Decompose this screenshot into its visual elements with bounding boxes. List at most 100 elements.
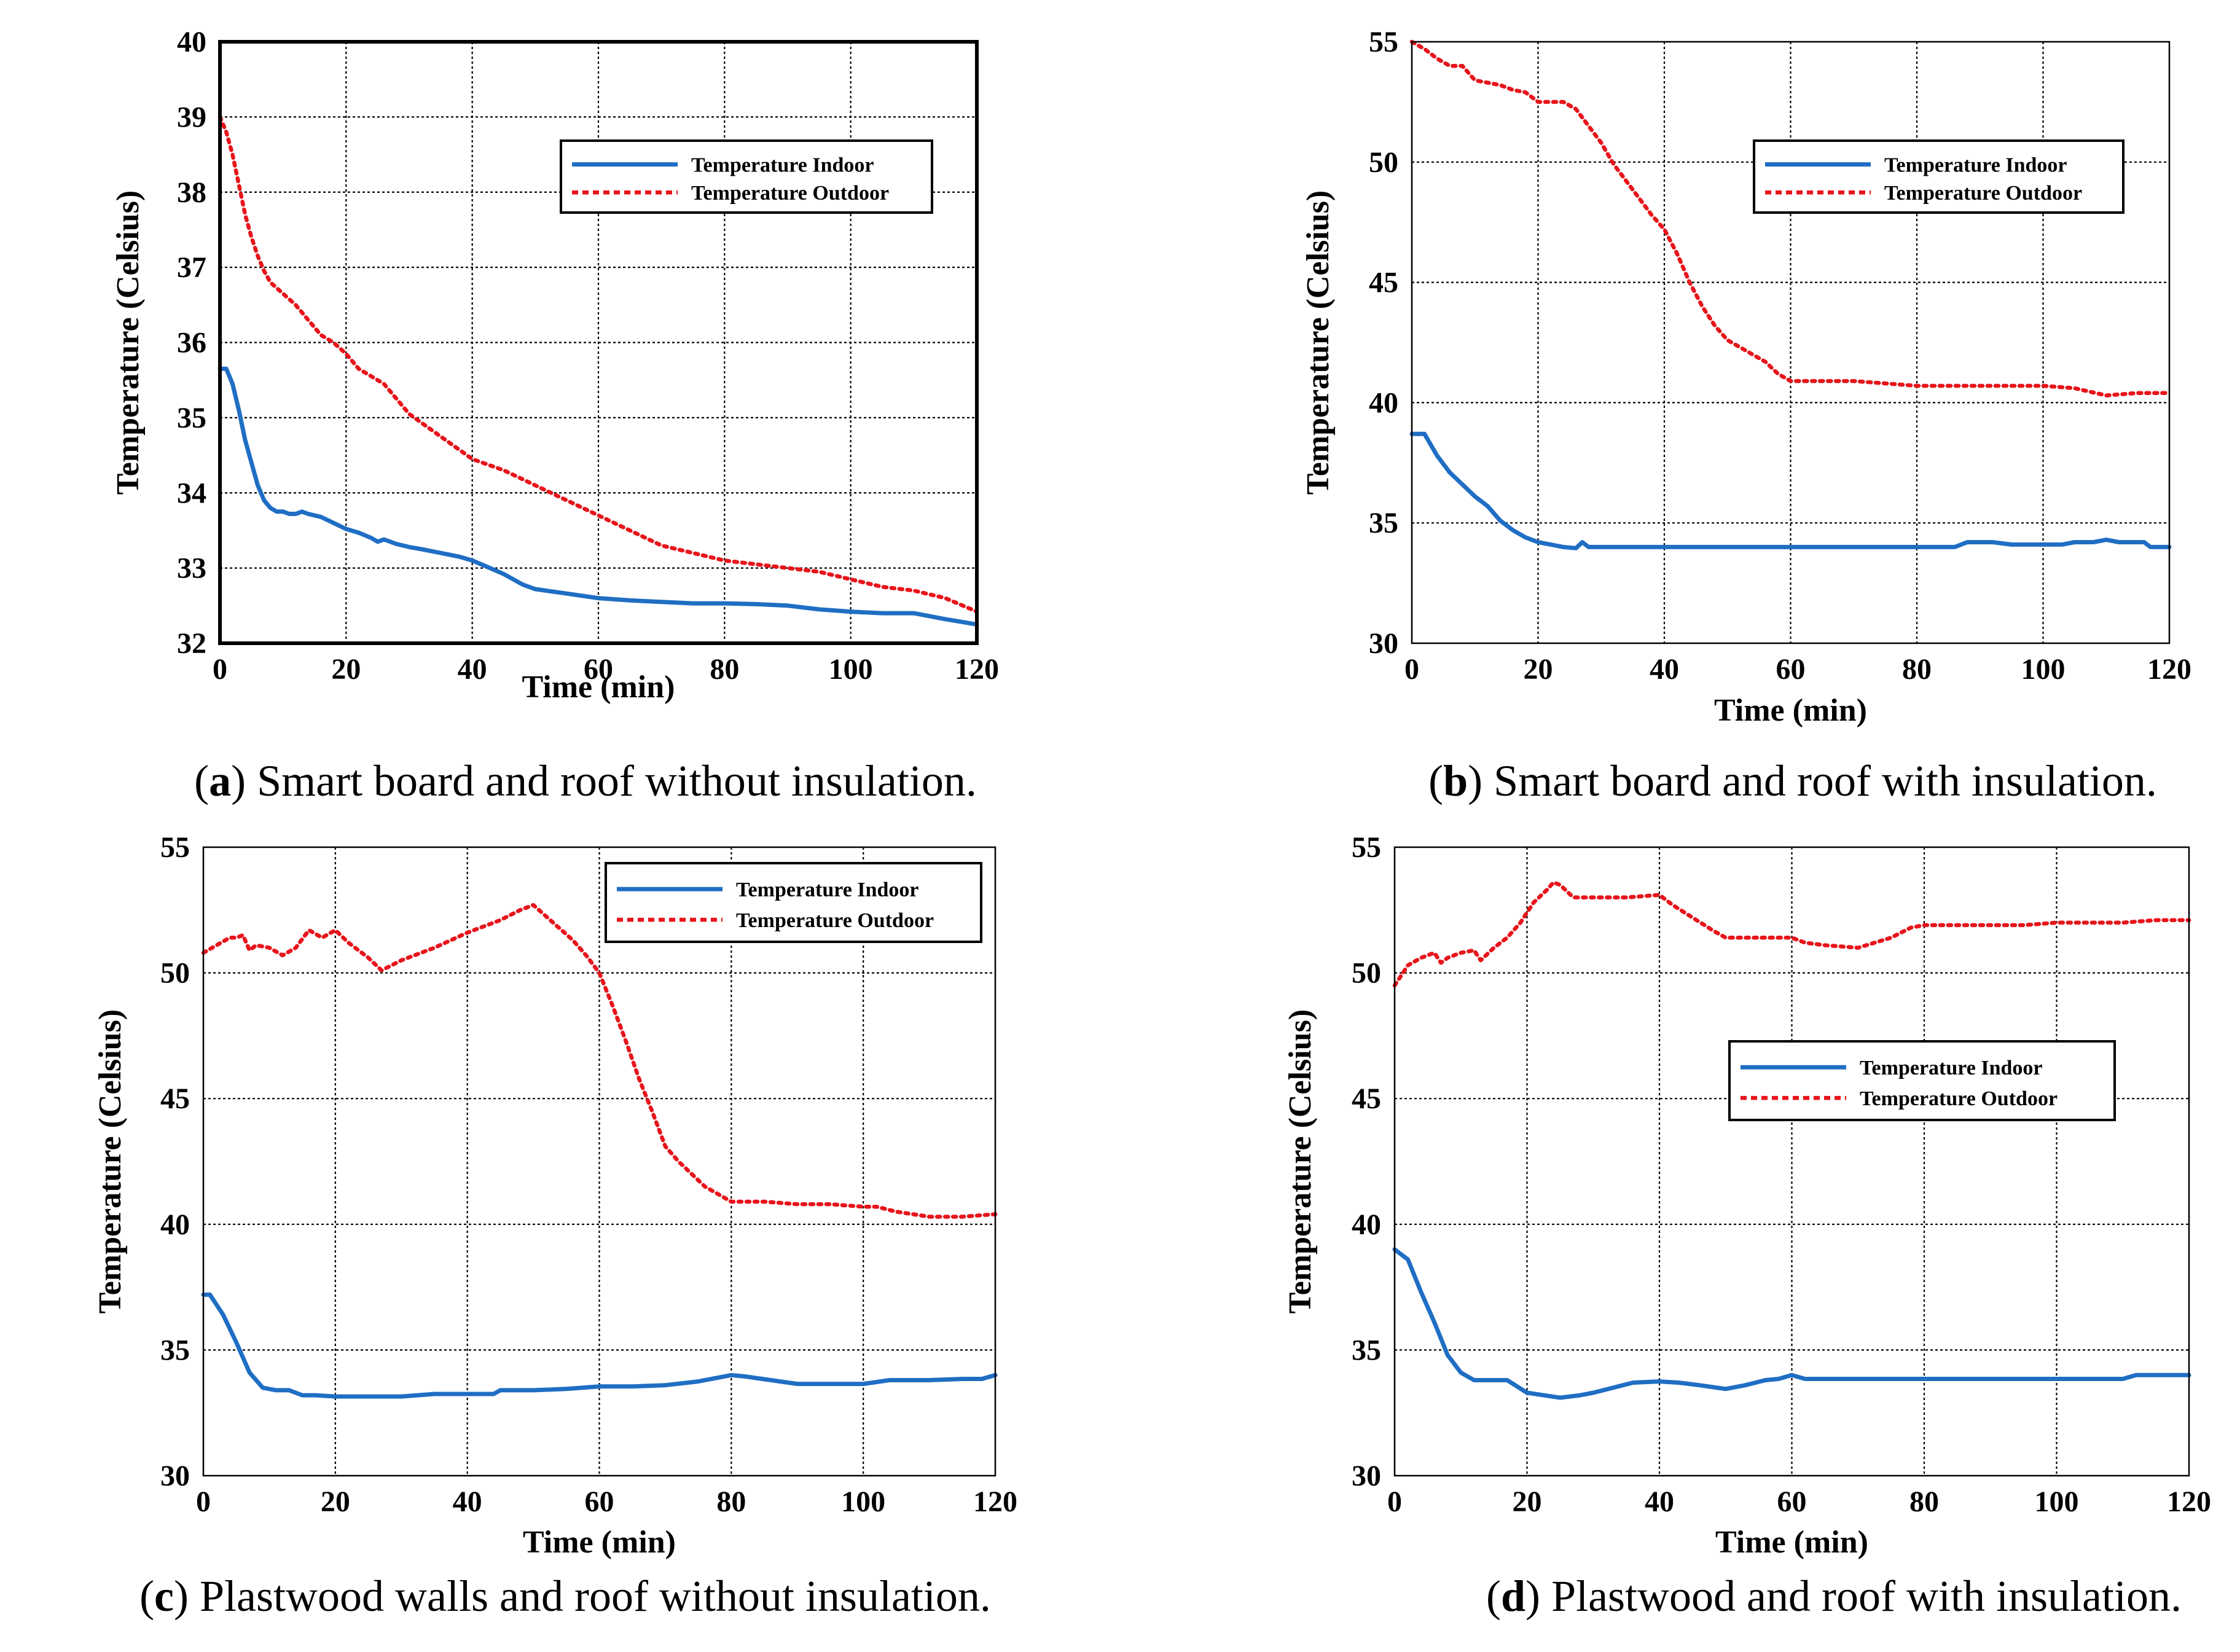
panel-c: 0 20 40 60 80 100 120 30 35 40 45 50 55 Time (min) T… bbox=[93, 831, 1017, 1621]
panel-b-series-outdoor bbox=[1409, 39, 2172, 397]
panel-d-plot-frame bbox=[1393, 846, 2190, 1477]
panel-d-series-indoor bbox=[1392, 1247, 2191, 1400]
panel-c-caption: (c) Plastwood walls and roof without ins… bbox=[139, 1572, 991, 1621]
panel-d-caption: (d) Plastwood and roof with insulation. bbox=[1486, 1572, 2182, 1621]
panel-a-x-tick-80: 80 bbox=[710, 653, 739, 686]
panel-d: 0 20 40 60 80 100 120 30 35 40 45 50 55 Time (min) T… bbox=[1283, 831, 2211, 1621]
panel-c-y-tick-50: 50 bbox=[160, 957, 190, 990]
panel-b-x-tick-40: 40 bbox=[1650, 653, 1679, 686]
panel-a-caption: (a) Smart board and roof without insulat… bbox=[194, 756, 977, 805]
panel-c-legend-label-outdoor: Temperature Outdoor bbox=[736, 909, 934, 932]
panel-a-legend: Temperature Indoor Temperature Outdoor bbox=[560, 139, 933, 214]
panel-a-x-tick-0: 0 bbox=[213, 653, 227, 686]
panel-b-legend-box bbox=[1753, 139, 2124, 214]
panel-a-x-tick-20: 20 bbox=[331, 653, 361, 686]
panel-d-y-tick-50: 50 bbox=[1352, 957, 1381, 990]
panel-b: 0 20 40 60 80 100 120 30 35 40 45 50 55 Time (min) T… bbox=[1301, 26, 2191, 805]
panel-b-y-tick-55: 55 bbox=[1369, 26, 1398, 58]
panel-a-plot-frame bbox=[218, 40, 979, 645]
panel-d-legend-box bbox=[1728, 1040, 2116, 1121]
panel-a-y-tick-39: 39 bbox=[177, 101, 206, 133]
panel-c-y-tick-40: 40 bbox=[160, 1208, 190, 1241]
panel-a-caption-text: Smart board and roof without insulation. bbox=[257, 756, 977, 805]
panel-d-x-tick-40: 40 bbox=[1645, 1486, 1674, 1518]
panel-b-y-tick-50: 50 bbox=[1369, 146, 1398, 179]
panel-c-x-tick-80: 80 bbox=[716, 1486, 746, 1518]
panel-c-ticks: 0 20 40 60 80 100 120 30 35 40 45 50 55 bbox=[160, 831, 1017, 1518]
panel-a-x-tick-120: 120 bbox=[955, 653, 999, 686]
panel-a-y-axis-title: Temperature (Celsius) bbox=[111, 190, 146, 495]
panel-b-ticks: 0 20 40 60 80 100 120 30 35 40 45 50 55 bbox=[1369, 26, 2191, 686]
panel-a-y-tick-38: 38 bbox=[177, 176, 206, 209]
panel-d-x-tick-100: 100 bbox=[2035, 1486, 2079, 1518]
panel-a-ticks: 0 20 40 60 80 100 120 32 33 34 35 36 37 38 39 40 bbox=[177, 26, 999, 686]
panel-b-x-tick-80: 80 bbox=[1902, 653, 1932, 686]
panel-a-y-tick-34: 34 bbox=[177, 477, 206, 509]
panel-a-x-tick-100: 100 bbox=[829, 653, 873, 686]
panel-b-caption-text: Smart board and roof with insulation. bbox=[1494, 756, 2157, 805]
panel-a-caption-letter: a bbox=[209, 756, 231, 805]
panel-b-x-tick-20: 20 bbox=[1524, 653, 1553, 686]
panel-d-x-tick-60: 60 bbox=[1777, 1486, 1807, 1518]
panel-b-y-tick-45: 45 bbox=[1369, 267, 1398, 299]
panel-c-y-tick-35: 35 bbox=[160, 1334, 190, 1366]
panel-d-caption-letter: d bbox=[1501, 1572, 1525, 1621]
panel-c-legend-label-indoor: Temperature Indoor bbox=[736, 879, 919, 901]
panel-c-caption-letter: c bbox=[154, 1572, 174, 1621]
panel-b-legend-label-outdoor: Temperature Outdoor bbox=[1884, 182, 2082, 205]
panel-b-x-tick-100: 100 bbox=[2021, 653, 2066, 686]
panel-a-y-tick-40: 40 bbox=[177, 26, 206, 58]
panel-b-caption-letter: b bbox=[1443, 756, 1468, 805]
panel-a-series-outdoor bbox=[217, 115, 979, 614]
panel-d-y-tick-55: 55 bbox=[1352, 831, 1381, 864]
panel-b-legend: Temperature Indoor Temperature Outdoor bbox=[1753, 139, 2124, 214]
panel-a-legend-label-indoor: Temperature Indoor bbox=[691, 154, 874, 177]
panel-d-y-tick-35: 35 bbox=[1352, 1334, 1381, 1366]
panel-c-y-axis-title: Temperature (Celsius) bbox=[93, 1009, 128, 1313]
panel-a-legend-box bbox=[560, 139, 933, 214]
panel-b-x-tick-60: 60 bbox=[1776, 653, 1806, 686]
panel-c-legend-box bbox=[605, 862, 982, 943]
panel-c-x-tick-60: 60 bbox=[585, 1486, 614, 1518]
panel-c-x-tick-120: 120 bbox=[973, 1486, 1017, 1518]
panel-b-series-indoor bbox=[1409, 431, 2172, 550]
panel-b-x-tick-0: 0 bbox=[1404, 653, 1419, 686]
panel-b-y-axis-title: Temperature (Celsius) bbox=[1301, 190, 1336, 495]
panel-d-x-axis-title: Time (min) bbox=[1715, 1525, 1868, 1560]
panel-c-caption-text: Plastwood walls and roof without insulat… bbox=[200, 1572, 991, 1621]
panel-c-x-tick-40: 40 bbox=[453, 1486, 482, 1518]
panel-c-y-tick-45: 45 bbox=[160, 1082, 190, 1115]
panel-a-y-tick-32: 32 bbox=[177, 627, 206, 660]
panel-a-y-tick-36: 36 bbox=[177, 327, 206, 359]
panel-d-x-tick-80: 80 bbox=[1909, 1486, 1939, 1518]
panel-b-legend-label-indoor: Temperature Indoor bbox=[1884, 154, 2067, 177]
panel-d-legend-label-outdoor: Temperature Outdoor bbox=[1860, 1087, 2058, 1110]
panel-c-legend: Temperature Indoor Temperature Outdoor bbox=[605, 862, 982, 943]
panel-d-x-tick-120: 120 bbox=[2167, 1486, 2211, 1518]
panel-a-x-axis-title: Time (min) bbox=[522, 670, 675, 705]
panel-b-x-axis-title: Time (min) bbox=[1714, 693, 1867, 728]
panel-d-series-outdoor bbox=[1392, 880, 2191, 988]
panel-a-legend-label-outdoor: Temperature Outdoor bbox=[691, 182, 889, 205]
panel-d-y-tick-40: 40 bbox=[1352, 1208, 1381, 1241]
panel-c-x-axis-title: Time (min) bbox=[523, 1525, 676, 1560]
panel-c-y-tick-30: 30 bbox=[160, 1460, 190, 1492]
panel-d-legend: Temperature Indoor Temperature Outdoor bbox=[1728, 1040, 2116, 1121]
panel-c-y-tick-55: 55 bbox=[160, 831, 190, 864]
panel-a: 0 20 40 60 80 100 120 32 33 34 35 36 37 38 39 40 Time (… bbox=[111, 26, 999, 805]
panel-d-y-axis-title: Temperature (Celsius) bbox=[1283, 1009, 1318, 1313]
panel-a-y-tick-33: 33 bbox=[177, 552, 206, 585]
panel-c-x-tick-100: 100 bbox=[841, 1486, 885, 1518]
panel-d-y-tick-30: 30 bbox=[1352, 1460, 1381, 1492]
panel-b-x-tick-120: 120 bbox=[2147, 653, 2191, 686]
panel-a-y-tick-37: 37 bbox=[177, 251, 206, 284]
panel-b-y-tick-30: 30 bbox=[1369, 627, 1398, 660]
panel-d-legend-label-indoor: Temperature Indoor bbox=[1860, 1057, 2043, 1079]
panel-c-series-indoor bbox=[201, 1292, 998, 1399]
panel-a-y-tick-35: 35 bbox=[177, 402, 206, 434]
panel-b-y-tick-40: 40 bbox=[1369, 386, 1398, 419]
panel-d-caption-text: Plastwood and roof with insulation. bbox=[1551, 1572, 2182, 1621]
panel-d-x-tick-20: 20 bbox=[1513, 1486, 1542, 1518]
